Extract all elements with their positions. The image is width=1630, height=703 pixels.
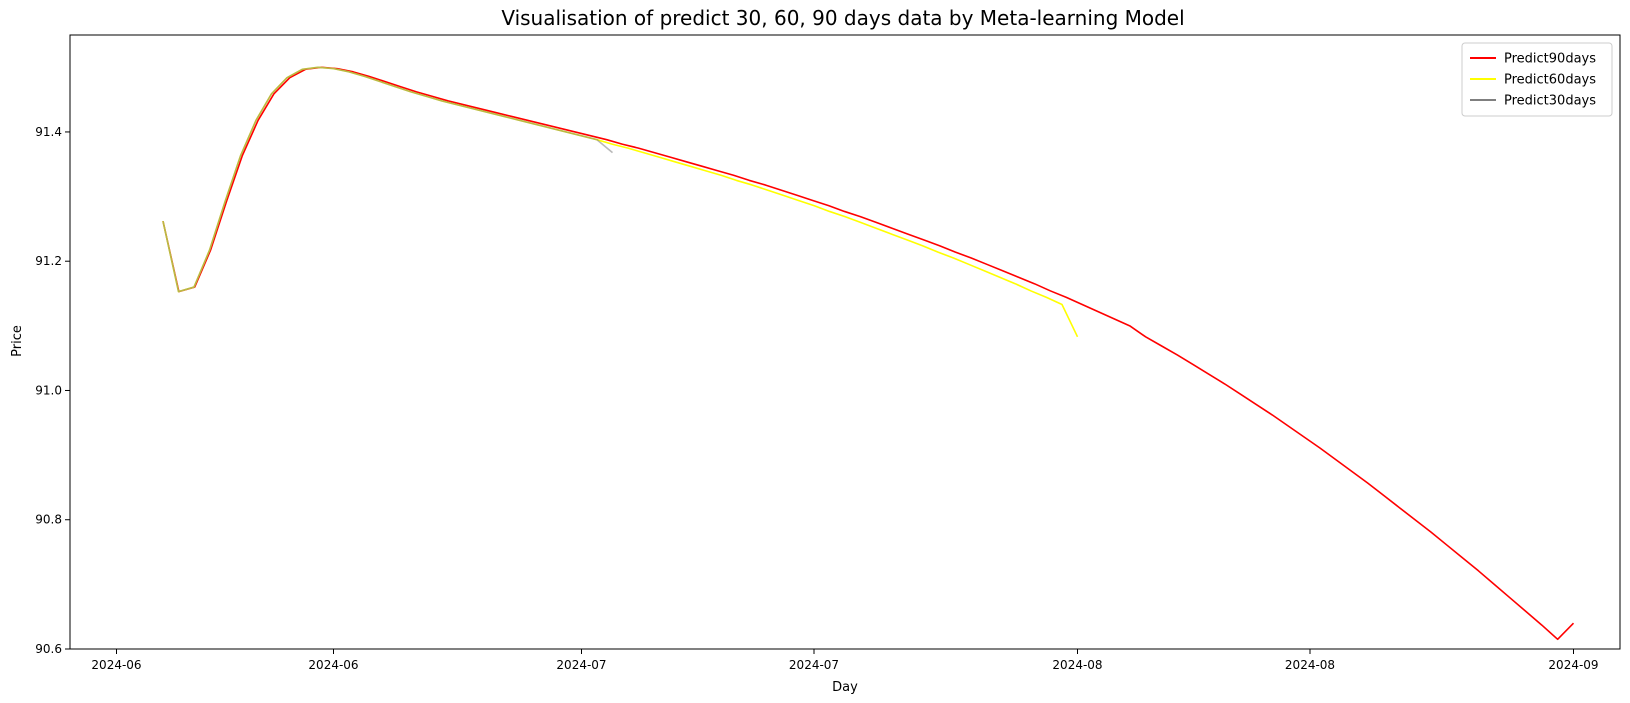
- legend-label-predict90days: Predict90days: [1504, 52, 1596, 67]
- legend-label-predict60days: Predict60days: [1504, 73, 1596, 88]
- y-tick-label: 91.4: [35, 125, 62, 139]
- chart-title: Visualisation of predict 30, 60, 90 days…: [501, 6, 1184, 30]
- legend-label-predict30days: Predict30days: [1504, 94, 1596, 109]
- x-tick-label: 2024-08: [1052, 658, 1102, 672]
- y-tick-label: 91.0: [35, 383, 62, 397]
- x-tick-label: 2024-07: [556, 658, 606, 672]
- y-tick-label: 90.6: [35, 642, 62, 656]
- legend: Predict90days Predict60days Predict30days: [1461, 42, 1613, 117]
- x-tick-label: 2024-09: [1548, 658, 1598, 672]
- y-axis-title: Price: [10, 325, 25, 357]
- x-axis: 2024-06 2024-06 2024-07 2024-07 2024-08 2024-…: [91, 649, 1599, 672]
- x-tick-label: 2024-07: [789, 658, 839, 672]
- y-tick-label: 90.8: [35, 513, 62, 527]
- y-axis: 90.6 90.8 91.0 91.2 91.4: [35, 125, 70, 656]
- x-tick-label: 2024-06: [308, 658, 358, 672]
- legend-box: [1461, 42, 1613, 117]
- series-line-predict30days: [162, 66, 614, 293]
- x-tick-label: 2024-08: [1285, 658, 1335, 672]
- series-layer: [162, 66, 1575, 641]
- plot-frame: [69, 34, 1621, 650]
- x-axis-title: Day: [832, 680, 858, 695]
- series-line-predict90days: [162, 66, 1575, 641]
- x-tick-label: 2024-06: [91, 658, 141, 672]
- y-tick-label: 91.2: [35, 254, 62, 268]
